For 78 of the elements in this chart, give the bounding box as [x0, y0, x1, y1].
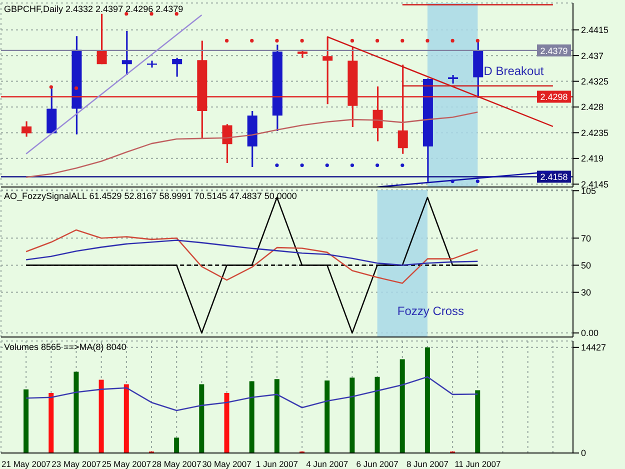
y-tick-label: 0.00: [581, 328, 599, 338]
line-series: [25, 240, 478, 266]
bar: [74, 372, 79, 453]
y-tick-label: 2.4235: [581, 128, 609, 138]
y-tick-label: 14427: [581, 342, 606, 353]
candlestick: [22, 120, 32, 138]
point: [400, 163, 404, 168]
point: [74, 86, 78, 90]
point: [350, 163, 354, 168]
x-tick-label: 28 May 2007: [152, 459, 202, 469]
bar: [424, 347, 430, 453]
point: [300, 163, 304, 168]
point: [476, 38, 480, 43]
point: [400, 38, 404, 43]
x-tick-label: 8 Jun 2007: [406, 459, 449, 469]
band-label: Fozzy Cross: [397, 304, 464, 318]
chart-title: AO_FozzySignalALL 61.4529 52.8167 58.9991 70.5145 47.4837 50.0000: [4, 191, 297, 201]
point: [49, 85, 53, 89]
y-tick-label: 30: [581, 287, 592, 298]
bar: [400, 359, 405, 453]
point: [275, 38, 279, 43]
point: [450, 38, 454, 43]
bar: [199, 384, 204, 453]
bar: [475, 390, 480, 453]
y-tick-label: 2.4145: [581, 179, 609, 190]
y-tick-label: 0: [581, 448, 586, 458]
candlestick: [96, 13, 107, 65]
point: [124, 12, 128, 16]
line-series: [25, 111, 478, 178]
y-tick-label: 2.4325: [581, 76, 609, 86]
y-tick-label: 50: [581, 260, 592, 270]
point: [376, 163, 380, 168]
point: [250, 38, 254, 43]
candlestick: [172, 57, 182, 78]
chart-title: GBPCHF,Daily 2.4332 2.4397 2.4296 2.4379: [4, 4, 184, 14]
y-tick-label: 2.428: [581, 102, 604, 112]
bar: [324, 380, 330, 453]
bar: [374, 376, 380, 453]
ref-line-label: 2.4379: [540, 46, 568, 56]
point: [300, 38, 304, 43]
x-tick-label: 30 May 2007: [202, 459, 252, 469]
bar: [24, 389, 29, 453]
x-tick-label: 1 Jun 2007: [256, 459, 298, 469]
band-label: D Breakout: [484, 64, 544, 78]
bar: [124, 384, 129, 453]
x-tick-label: 21 May 2007: [2, 459, 51, 469]
x-tick-label: 23 May 2007: [52, 459, 102, 469]
point: [476, 179, 480, 184]
y-tick-label: 70: [581, 233, 592, 244]
point: [275, 163, 279, 168]
ref-line-label: 2.4298: [540, 92, 568, 102]
candlestick: [222, 123, 232, 164]
candlestick: [122, 30, 132, 76]
point: [325, 163, 329, 168]
x-tick-label: 4 Jun 2007: [306, 459, 348, 469]
bar: [350, 378, 355, 453]
x-tick-label: 11 Jun 2007: [454, 459, 502, 469]
chart-title: Volumes 8565 ==>MA(8) 8040: [4, 342, 126, 352]
line-series: [25, 376, 478, 412]
point: [350, 38, 354, 43]
line-series: [25, 229, 478, 284]
bar: [174, 438, 180, 453]
point: [224, 38, 229, 43]
bar: [274, 379, 280, 453]
y-tick-label: 2.437: [581, 50, 604, 61]
x-tick-label: 25 May 2007: [102, 459, 152, 469]
bar: [98, 380, 104, 453]
y-tick-label: 2.419: [581, 154, 604, 164]
bar: [249, 381, 254, 453]
point: [450, 179, 454, 184]
point: [426, 38, 430, 43]
candlestick: [146, 60, 157, 68]
ref-line-label: 2.4158: [540, 172, 568, 182]
bar: [48, 392, 54, 453]
x-tick-label: 6 Jun 2007: [356, 459, 399, 469]
point: [376, 38, 380, 43]
y-tick-label: 2.4415: [581, 25, 609, 36]
bar: [224, 392, 230, 453]
